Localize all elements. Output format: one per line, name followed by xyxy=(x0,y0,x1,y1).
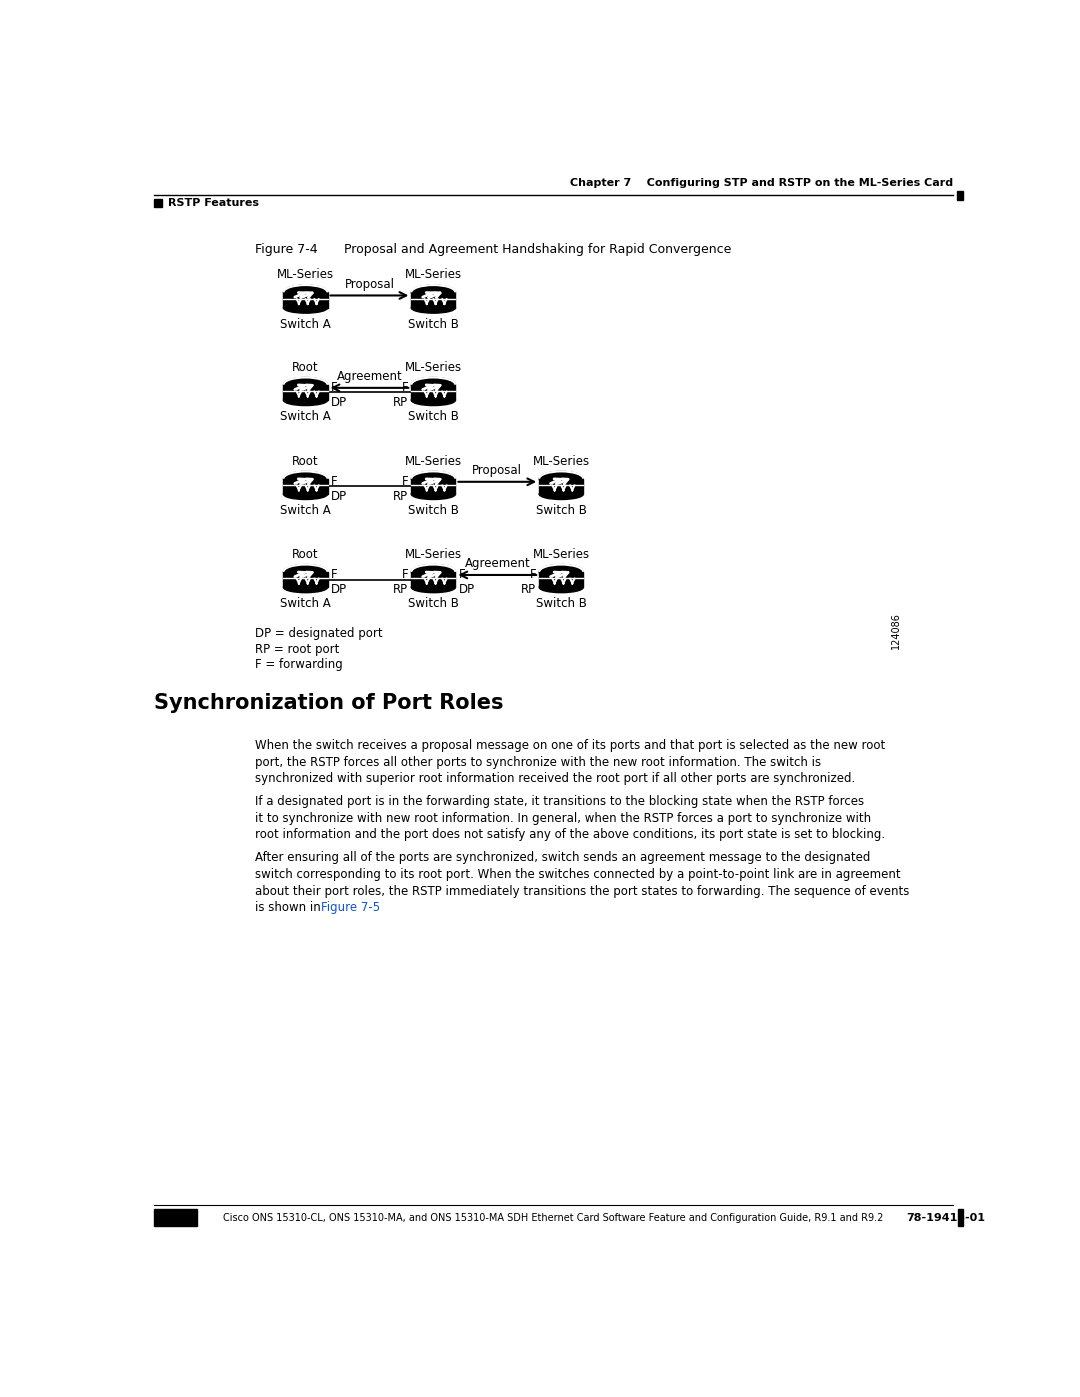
Ellipse shape xyxy=(539,564,583,580)
Ellipse shape xyxy=(283,285,327,300)
Ellipse shape xyxy=(539,489,583,500)
Text: about their port roles, the RSTP immediately transitions the port states to forw: about their port roles, the RSTP immedia… xyxy=(255,884,909,897)
Bar xyxy=(411,292,456,307)
Text: Switch A: Switch A xyxy=(280,504,330,517)
Text: F: F xyxy=(330,569,337,581)
Text: Switch B: Switch B xyxy=(536,504,586,517)
Ellipse shape xyxy=(283,377,327,393)
Text: DP: DP xyxy=(330,395,347,408)
Text: RP: RP xyxy=(393,395,408,408)
Text: Root: Root xyxy=(293,360,319,373)
Text: Chapter 7    Configuring STP and RSTP on the ML-Series Card: Chapter 7 Configuring STP and RSTP on th… xyxy=(569,179,953,189)
Ellipse shape xyxy=(283,583,327,592)
Bar xyxy=(539,479,583,495)
Text: Switch A: Switch A xyxy=(280,411,330,423)
Text: Cisco ONS 15310-CL, ONS 15310-MA, and ONS 15310-MA SDH Ethernet Card Software Fe: Cisco ONS 15310-CL, ONS 15310-MA, and ON… xyxy=(224,1213,883,1222)
Text: Switch B: Switch B xyxy=(408,317,459,331)
Ellipse shape xyxy=(539,471,583,486)
Text: RP = root port: RP = root port xyxy=(255,643,339,655)
Ellipse shape xyxy=(283,395,327,405)
Text: Root: Root xyxy=(293,548,319,560)
Text: RP: RP xyxy=(393,583,408,595)
Text: DP: DP xyxy=(330,583,347,595)
Text: ML-Series: ML-Series xyxy=(405,548,462,560)
Bar xyxy=(283,292,327,307)
Bar xyxy=(958,1210,963,1227)
Text: ML-Series: ML-Series xyxy=(532,454,590,468)
Text: After ensuring all of the ports are synchronized, switch sends an agreement mess: After ensuring all of the ports are sync… xyxy=(255,851,870,865)
Text: ML-Series: ML-Series xyxy=(405,454,462,468)
Text: is shown in: is shown in xyxy=(255,901,325,914)
Text: Switch B: Switch B xyxy=(408,411,459,423)
Text: RP: RP xyxy=(393,489,408,503)
Ellipse shape xyxy=(411,395,456,405)
Text: Root: Root xyxy=(293,454,319,468)
Text: port, the RSTP forces all other ports to synchronize with the new root informati: port, the RSTP forces all other ports to… xyxy=(255,756,821,768)
Text: F: F xyxy=(402,569,408,581)
Text: it to synchronize with new root information. In general, when the RSTP forces a : it to synchronize with new root informat… xyxy=(255,812,872,824)
Ellipse shape xyxy=(411,489,456,500)
Text: Figure 7-4: Figure 7-4 xyxy=(255,243,318,256)
Text: Switch B: Switch B xyxy=(536,598,586,610)
Text: Proposal: Proposal xyxy=(345,278,394,291)
Text: DP: DP xyxy=(459,583,475,595)
Bar xyxy=(283,571,327,587)
Bar xyxy=(154,200,162,207)
Ellipse shape xyxy=(411,285,456,300)
Bar xyxy=(411,479,456,495)
Ellipse shape xyxy=(283,302,327,313)
Text: RSTP Features: RSTP Features xyxy=(167,198,258,208)
Bar xyxy=(957,191,962,200)
Text: Switch B: Switch B xyxy=(408,504,459,517)
Ellipse shape xyxy=(411,583,456,592)
Bar xyxy=(411,571,456,587)
Text: 78-19415-01: 78-19415-01 xyxy=(906,1213,985,1222)
Text: F: F xyxy=(529,569,536,581)
Text: Proposal and Agreement Handshaking for Rapid Convergence: Proposal and Agreement Handshaking for R… xyxy=(345,243,731,256)
Text: ML-Series: ML-Series xyxy=(532,548,590,560)
Text: F: F xyxy=(330,381,337,394)
Text: F: F xyxy=(402,475,408,489)
Text: ML-Series: ML-Series xyxy=(405,360,462,373)
Text: F: F xyxy=(330,475,337,489)
Ellipse shape xyxy=(539,583,583,592)
Text: Figure 7-5: Figure 7-5 xyxy=(321,901,380,914)
Text: 7-12: 7-12 xyxy=(162,1213,190,1222)
Bar xyxy=(283,384,327,400)
Text: Proposal: Proposal xyxy=(472,464,523,478)
Ellipse shape xyxy=(411,564,456,580)
Text: synchronized with superior root information received the root port if all other : synchronized with superior root informat… xyxy=(255,773,855,785)
Ellipse shape xyxy=(411,302,456,313)
Text: ML-Series: ML-Series xyxy=(276,268,334,281)
Ellipse shape xyxy=(411,377,456,393)
Text: RP: RP xyxy=(521,583,536,595)
Ellipse shape xyxy=(283,489,327,500)
Text: F = forwarding: F = forwarding xyxy=(255,658,342,671)
Text: If a designated port is in the forwarding state, it transitions to the blocking : If a designated port is in the forwardin… xyxy=(255,795,864,809)
Text: DP: DP xyxy=(330,489,347,503)
Text: Switch B: Switch B xyxy=(408,598,459,610)
Ellipse shape xyxy=(283,471,327,486)
Bar xyxy=(411,384,456,400)
Text: Agreement: Agreement xyxy=(337,370,403,383)
Text: 124086: 124086 xyxy=(891,612,901,648)
Text: ML-Series: ML-Series xyxy=(405,268,462,281)
Text: Switch A: Switch A xyxy=(280,598,330,610)
Text: root information and the port does not satisfy any of the above conditions, its : root information and the port does not s… xyxy=(255,828,886,841)
Bar xyxy=(539,571,583,587)
Text: F: F xyxy=(402,381,408,394)
Bar xyxy=(283,479,327,495)
Text: When the switch receives a proposal message on one of its ports and that port is: When the switch receives a proposal mess… xyxy=(255,739,886,752)
Text: switch corresponding to its root port. When the switches connected by a point-to: switch corresponding to its root port. W… xyxy=(255,868,901,882)
Ellipse shape xyxy=(283,564,327,580)
Text: Switch A: Switch A xyxy=(280,317,330,331)
Ellipse shape xyxy=(411,471,456,486)
Text: DP = designated port: DP = designated port xyxy=(255,627,382,640)
Text: Synchronization of Port Roles: Synchronization of Port Roles xyxy=(154,693,504,712)
Bar xyxy=(154,1210,197,1227)
Text: Agreement: Agreement xyxy=(464,557,530,570)
Text: F: F xyxy=(459,569,465,581)
